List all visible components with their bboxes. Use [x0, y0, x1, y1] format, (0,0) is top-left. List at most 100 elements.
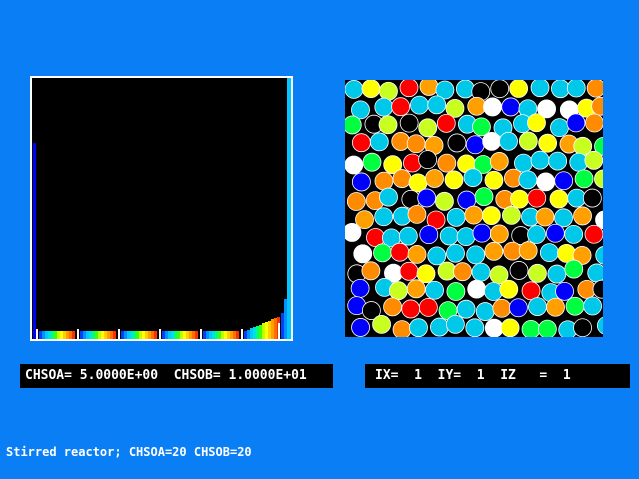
particle	[425, 169, 444, 188]
histogram-bar	[148, 331, 151, 339]
histogram-bar	[139, 331, 142, 339]
particle	[379, 187, 398, 207]
particle	[435, 80, 455, 100]
particle	[501, 97, 521, 117]
histogram-bar	[60, 331, 63, 339]
particle	[409, 318, 428, 337]
particle-plot	[345, 80, 603, 337]
histogram-bar	[168, 331, 171, 339]
particle	[445, 314, 465, 334]
particle	[401, 299, 421, 319]
particle	[456, 299, 476, 319]
particle	[418, 118, 438, 138]
particle	[379, 81, 398, 101]
histogram-bar	[127, 331, 130, 339]
particle	[444, 170, 464, 190]
histogram-bar	[33, 143, 36, 339]
particle	[345, 155, 364, 175]
histogram-bar	[253, 327, 256, 339]
caption: Stirred reactor; CHSOA=20 CHSOB=20	[6, 445, 252, 459]
particle	[374, 171, 394, 191]
particle	[383, 297, 402, 317]
particle	[573, 318, 592, 337]
particle	[586, 80, 603, 98]
particle	[350, 278, 370, 298]
particle	[584, 150, 603, 170]
particle	[464, 205, 484, 225]
particle	[372, 314, 391, 334]
histogram-bar	[45, 331, 48, 339]
histogram-bar	[241, 329, 243, 339]
histogram-bar	[221, 331, 224, 339]
histogram-bar	[80, 331, 83, 339]
particle	[530, 150, 550, 170]
histogram-bar	[192, 331, 195, 339]
chso-readout: CHSOA= 5.0000E+00 CHSOB= 1.0000E+01	[20, 364, 333, 388]
histogram-bar	[54, 331, 57, 339]
histogram-bar	[195, 331, 198, 339]
particle	[554, 171, 574, 191]
particle	[436, 113, 456, 133]
histogram-bar	[89, 331, 92, 339]
histogram-bar	[51, 331, 54, 339]
particle	[439, 226, 459, 246]
particle	[594, 169, 603, 189]
particle	[475, 302, 495, 321]
particle	[399, 261, 419, 281]
particle	[587, 263, 603, 283]
particle	[465, 135, 485, 155]
histogram-bar	[136, 331, 139, 339]
histogram-bar	[183, 331, 186, 339]
histogram-bar	[212, 331, 215, 339]
histogram-bar	[145, 331, 148, 339]
particle	[467, 96, 487, 116]
particle	[417, 188, 437, 208]
particle	[369, 132, 389, 152]
particle	[445, 98, 465, 118]
particle	[483, 97, 502, 117]
particle	[583, 296, 602, 316]
histogram-bar	[274, 318, 277, 339]
particle	[416, 264, 436, 284]
cell-index-readout: IX= 1 IY= 1 IZ = 1	[365, 364, 630, 388]
histogram-bar	[230, 331, 233, 339]
particle	[406, 279, 426, 299]
histogram-bar	[66, 331, 69, 339]
particle	[550, 118, 569, 138]
histogram-plot	[30, 76, 293, 341]
particle	[378, 115, 398, 135]
histogram-bar	[98, 331, 101, 339]
histogram-bar	[165, 331, 168, 339]
particle	[482, 131, 502, 151]
histogram-bar	[83, 331, 86, 339]
particle	[406, 134, 426, 154]
particle	[565, 296, 585, 316]
particle	[489, 224, 509, 244]
particle	[345, 115, 362, 135]
particle	[474, 187, 494, 206]
histogram-bar	[224, 331, 227, 339]
particle	[509, 261, 529, 280]
histogram-bar	[268, 320, 271, 339]
particle	[425, 280, 444, 300]
histogram-bar	[130, 331, 133, 339]
histogram-bar	[77, 329, 79, 339]
particle	[398, 226, 418, 246]
histogram-bar	[200, 329, 202, 339]
histogram-bar	[86, 331, 89, 339]
histogram-bar	[233, 331, 236, 339]
histogram-bar	[189, 331, 192, 339]
particle	[492, 298, 512, 318]
histogram-bar	[284, 299, 287, 339]
particle	[446, 207, 466, 227]
particle	[390, 242, 410, 262]
particle	[407, 244, 427, 264]
histogram-bar	[180, 331, 183, 339]
particle	[351, 133, 371, 153]
particle	[346, 192, 366, 211]
particle	[463, 168, 483, 188]
histogram-bar	[113, 331, 116, 339]
particle	[418, 297, 438, 317]
particle	[391, 97, 411, 117]
particle	[489, 265, 509, 285]
